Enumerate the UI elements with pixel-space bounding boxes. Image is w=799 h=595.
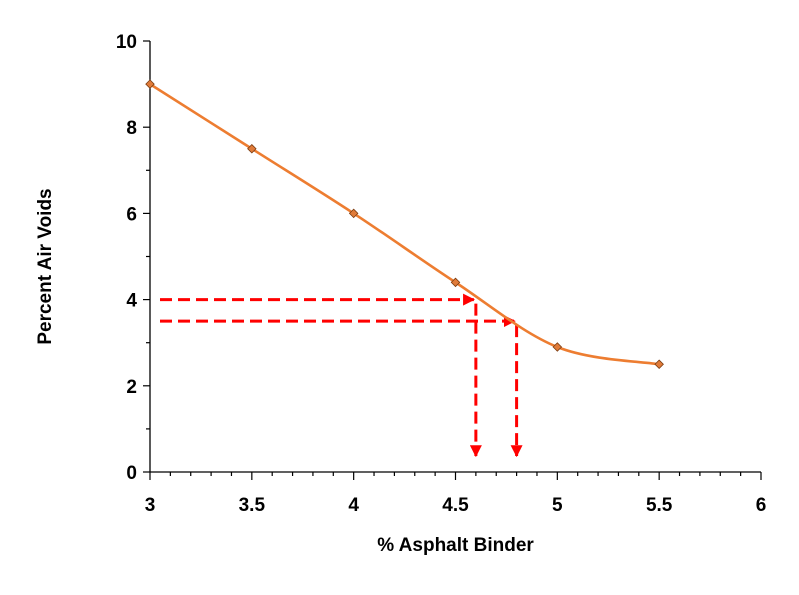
series-line (149, 83, 660, 366)
x-tick-label: 3 (145, 495, 156, 516)
data-point-marker (247, 143, 257, 154)
data-point-marker (654, 359, 664, 370)
x-tick-label: 4 (348, 495, 359, 516)
data-point-marker (552, 342, 563, 352)
x-tick-label: 6 (756, 495, 767, 516)
data-point-marker (145, 79, 155, 89)
y-tick-label: 2 (126, 377, 137, 398)
x-tick-label: 3.5 (239, 495, 266, 516)
y-tick-label: 8 (126, 118, 137, 139)
x-tick-label: 5 (552, 495, 563, 516)
y-tick-label: 10 (116, 32, 137, 53)
data-point-marker (450, 277, 461, 288)
y-tick-label: 0 (126, 463, 137, 484)
x-tick-label: 5.5 (646, 495, 673, 516)
y-tick-label: 6 (126, 204, 137, 225)
data-point-marker (348, 208, 359, 219)
x-axis-title: % Asphalt Binder (377, 535, 534, 556)
y-axis-title: Percent Air Voids (35, 188, 56, 344)
x-tick-label: 4.5 (442, 495, 469, 516)
y-tick-label: 4 (126, 291, 137, 312)
